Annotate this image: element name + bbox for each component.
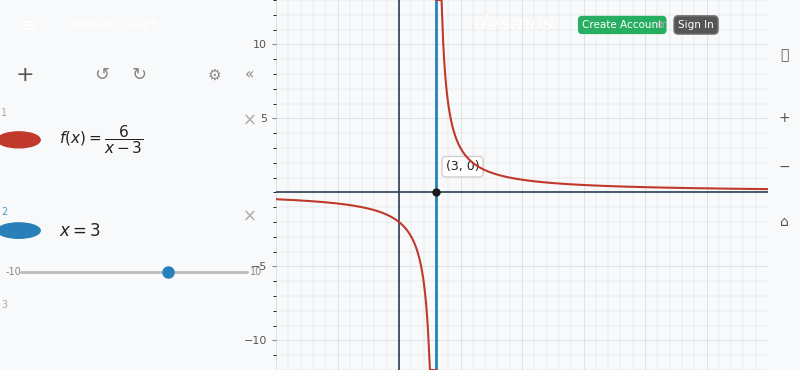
- Text: (3, 0): (3, 0): [446, 160, 479, 173]
- Text: 1: 1: [2, 108, 7, 118]
- Text: +: +: [16, 65, 34, 85]
- Text: ×: ×: [242, 112, 256, 130]
- Text: «: «: [245, 67, 254, 83]
- Text: ↻: ↻: [132, 66, 147, 84]
- Text: desmos: desmos: [474, 16, 554, 34]
- Text: 2: 2: [2, 208, 7, 218]
- Text: +: +: [779, 111, 790, 125]
- Text: $x = 3$: $x = 3$: [59, 222, 101, 240]
- Text: $f(x) = \dfrac{6}{x-3}$: $f(x) = \dfrac{6}{x-3}$: [59, 124, 143, 156]
- Circle shape: [0, 223, 40, 238]
- Text: ⌂: ⌂: [781, 215, 789, 229]
- Text: ≡: ≡: [22, 16, 38, 34]
- Text: −: −: [779, 159, 790, 174]
- Circle shape: [0, 132, 40, 148]
- Text: -10: -10: [6, 267, 21, 277]
- Text: 10: 10: [250, 267, 262, 277]
- Text: ×: ×: [242, 208, 256, 225]
- Text: Sign In: Sign In: [678, 20, 714, 30]
- Text: Untitled Graph: Untitled Graph: [67, 18, 159, 31]
- Text: ↺: ↺: [94, 66, 110, 84]
- Text: ⚙: ⚙: [207, 67, 222, 83]
- Text: 3: 3: [2, 300, 7, 310]
- Text: Create Account: Create Account: [582, 20, 662, 30]
- Text: or: or: [657, 20, 666, 30]
- Text: 🔧: 🔧: [781, 48, 789, 63]
